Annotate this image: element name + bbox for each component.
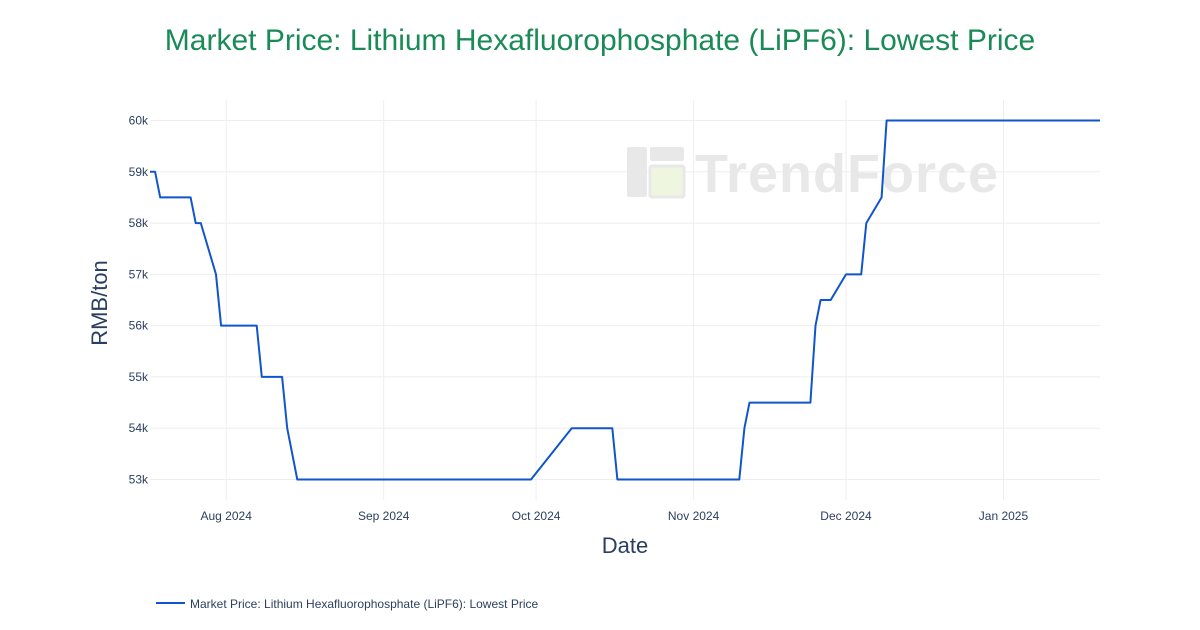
y-tick-label: 56k	[129, 319, 149, 333]
legend-label: Market Price: Lithium Hexafluorophosphat…	[190, 597, 538, 611]
y-tick-label: 54k	[129, 421, 149, 435]
watermark-text: TrendForce	[695, 144, 999, 204]
chart-title: Market Price: Lithium Hexafluorophosphat…	[165, 24, 1035, 57]
series-line-0	[150, 119, 1100, 481]
x-axis-ticks: Aug 2024 Sep 2024 Oct 2024 Nov 2024 Dec 2024…	[201, 509, 1029, 523]
x-tick-label: Oct 2024	[512, 509, 561, 523]
series-layer	[150, 119, 1100, 481]
x-tick-label: Dec 2024	[820, 509, 872, 523]
y-axis-ticks: 53k 54k 55k 56k 57k 58k 59k 60k	[129, 114, 149, 487]
y-tick-label: 57k	[129, 267, 149, 281]
x-tick-label: Sep 2024	[358, 509, 410, 523]
y-tick-label: 60k	[129, 114, 149, 128]
legend: Market Price: Lithium Hexafluorophosphat…	[156, 597, 538, 611]
x-tick-label: Aug 2024	[201, 509, 253, 523]
y-tick-label: 55k	[129, 370, 149, 384]
y-tick-label: 59k	[129, 165, 149, 179]
y-tick-label: 58k	[129, 216, 149, 230]
x-tick-label: Jan 2025	[979, 509, 1029, 523]
trendforce-logo-icon	[627, 147, 686, 199]
watermark: TrendForce	[627, 144, 999, 204]
x-axis-title: Date	[602, 533, 648, 558]
x-tick-label: Nov 2024	[668, 509, 720, 523]
y-tick-label: 53k	[129, 472, 149, 486]
grid	[150, 100, 1100, 500]
y-axis-title: RMB/ton	[87, 260, 112, 346]
